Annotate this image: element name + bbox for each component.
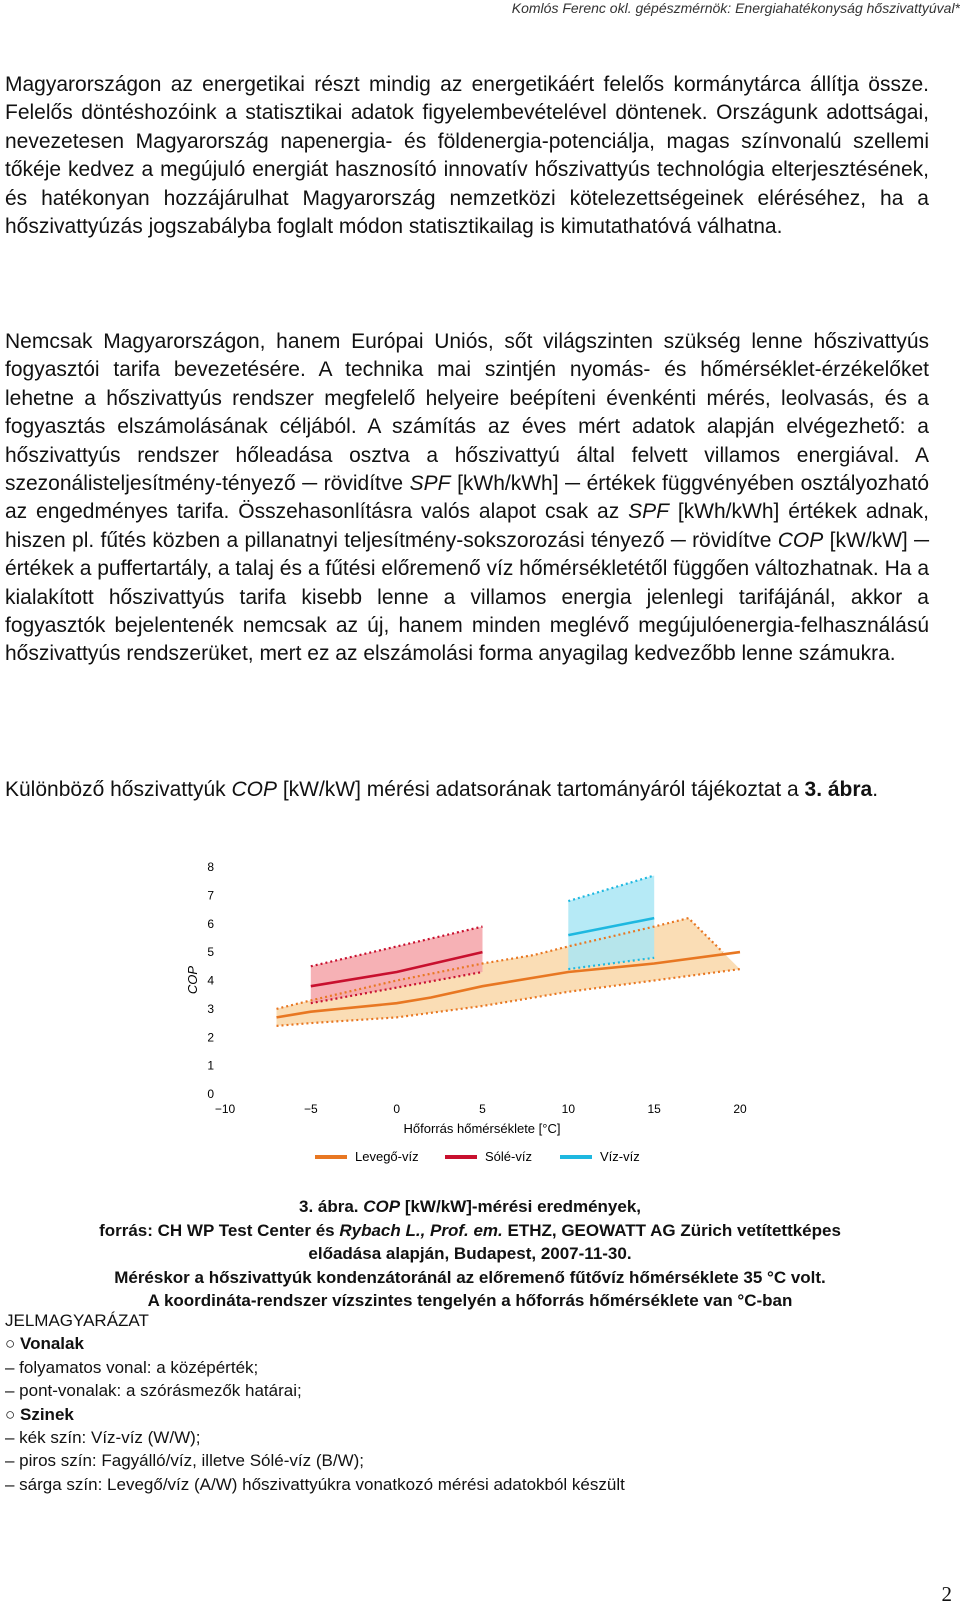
caption-line-1: 3. ábra. COP [kW/kW]-mérési eredmények,: [298, 1197, 642, 1216]
legend-title: JELMAGYARÁZAT: [5, 1311, 149, 1330]
y-axis-label: COP: [185, 966, 200, 995]
x-tick-label: −10: [215, 1102, 236, 1116]
band-s-l-v-z: [310, 926, 483, 1004]
legend-line-item: – pont-vonalak: a szórásmezők határai;: [5, 1381, 302, 1401]
paragraph-2: Nemcsak Magyarországon, hanem Európai Un…: [5, 330, 930, 666]
legend-color-item: – sárga szín: Levegő/víz (A/W) hőszivatt…: [5, 1474, 625, 1494]
lower-bound-leveg-v-z: [276, 968, 741, 1027]
mean-line-leveg-v-z: [276, 950, 741, 1019]
legend-line-item: – folyamatos vonal: a középérték;: [5, 1357, 259, 1377]
x-tick-label: −5: [304, 1102, 318, 1116]
x-tick-label: 0: [393, 1102, 400, 1116]
mean-line-v-z-v-z: [568, 916, 655, 937]
page-number: 2: [941, 1582, 953, 1606]
paragraph-1: Magyarországon az energetikai részt mind…: [5, 73, 929, 239]
y-tick-label: 7: [207, 888, 214, 902]
legend-label-v-z-v-z: Víz-víz: [600, 1149, 640, 1164]
y-tick-label: 8: [207, 860, 214, 874]
x-tick-label: 10: [562, 1102, 576, 1116]
legend-color-item: – kék szín: Víz-víz (W/W);: [5, 1428, 201, 1448]
legend-label-leveg-v-z: Levegő-víz: [355, 1149, 419, 1164]
legend-label-s-l-v-z: Sólé-víz: [485, 1149, 532, 1164]
y-tick-label: 6: [207, 917, 214, 931]
mean-line-s-l-v-z: [310, 950, 483, 988]
caption-line-2: forrás: CH WP Test Center és Rybach L., …: [99, 1220, 841, 1240]
legend-color-item: – piros szín: Fagyálló/víz, illetve Sólé…: [5, 1451, 364, 1471]
y-tick-label: 5: [207, 945, 214, 959]
legend-lines-heading: ○ Vonalak: [5, 1334, 84, 1354]
legend-colors-heading: ○ Szinek: [5, 1404, 74, 1424]
page-header: Komlós Ferenc okl. gépészmérnök: Energia…: [511, 0, 960, 16]
x-axis-label: Hőforrás hőmérséklete [°C]: [404, 1121, 561, 1136]
chart-legend: Levegő-víz Sólé-víz Víz-víz: [315, 1149, 640, 1164]
x-tick-label: 15: [647, 1102, 661, 1116]
x-tick-label: 20: [733, 1102, 747, 1116]
upper-bound-leveg-v-z: [276, 916, 724, 1010]
upper-bound-s-l-v-z: [310, 925, 483, 968]
band-v-z-v-z: [568, 875, 655, 970]
y-tick-label: 2: [207, 1030, 214, 1044]
x-tick-label: 5: [479, 1102, 486, 1116]
figure-caption: 3. ábra. COP [kW/kW]-mérési eredmények, …: [0, 1195, 940, 1313]
cop-chart: 0 1 2 3 4 5 6 7 8 −10 −5 0 5 10 15 20 COP Hőforrás hőm…: [185, 860, 747, 1164]
caption-line-3: előadása alapján, Budapest, 2007-11-30.: [308, 1244, 632, 1263]
paragraph-3: Különböző hőszivattyúk COP [kW/kW] mérés…: [5, 778, 879, 801]
caption-line-4: Méréskor a hőszivattyúk kondenzátoránál …: [114, 1267, 826, 1287]
y-tick-label: 3: [207, 1002, 214, 1016]
y-tick-label: 0: [207, 1087, 214, 1101]
y-tick-label: 4: [207, 974, 214, 988]
explanation-legend: JELMAGYARÁZAT ○ Vonalak – folyamatos von…: [5, 1309, 625, 1496]
caption-line-5: A koordináta-rendszer vízszintes tengely…: [147, 1291, 793, 1310]
lower-bound-s-l-v-z: [310, 970, 483, 1005]
y-tick-label: 1: [207, 1059, 214, 1073]
